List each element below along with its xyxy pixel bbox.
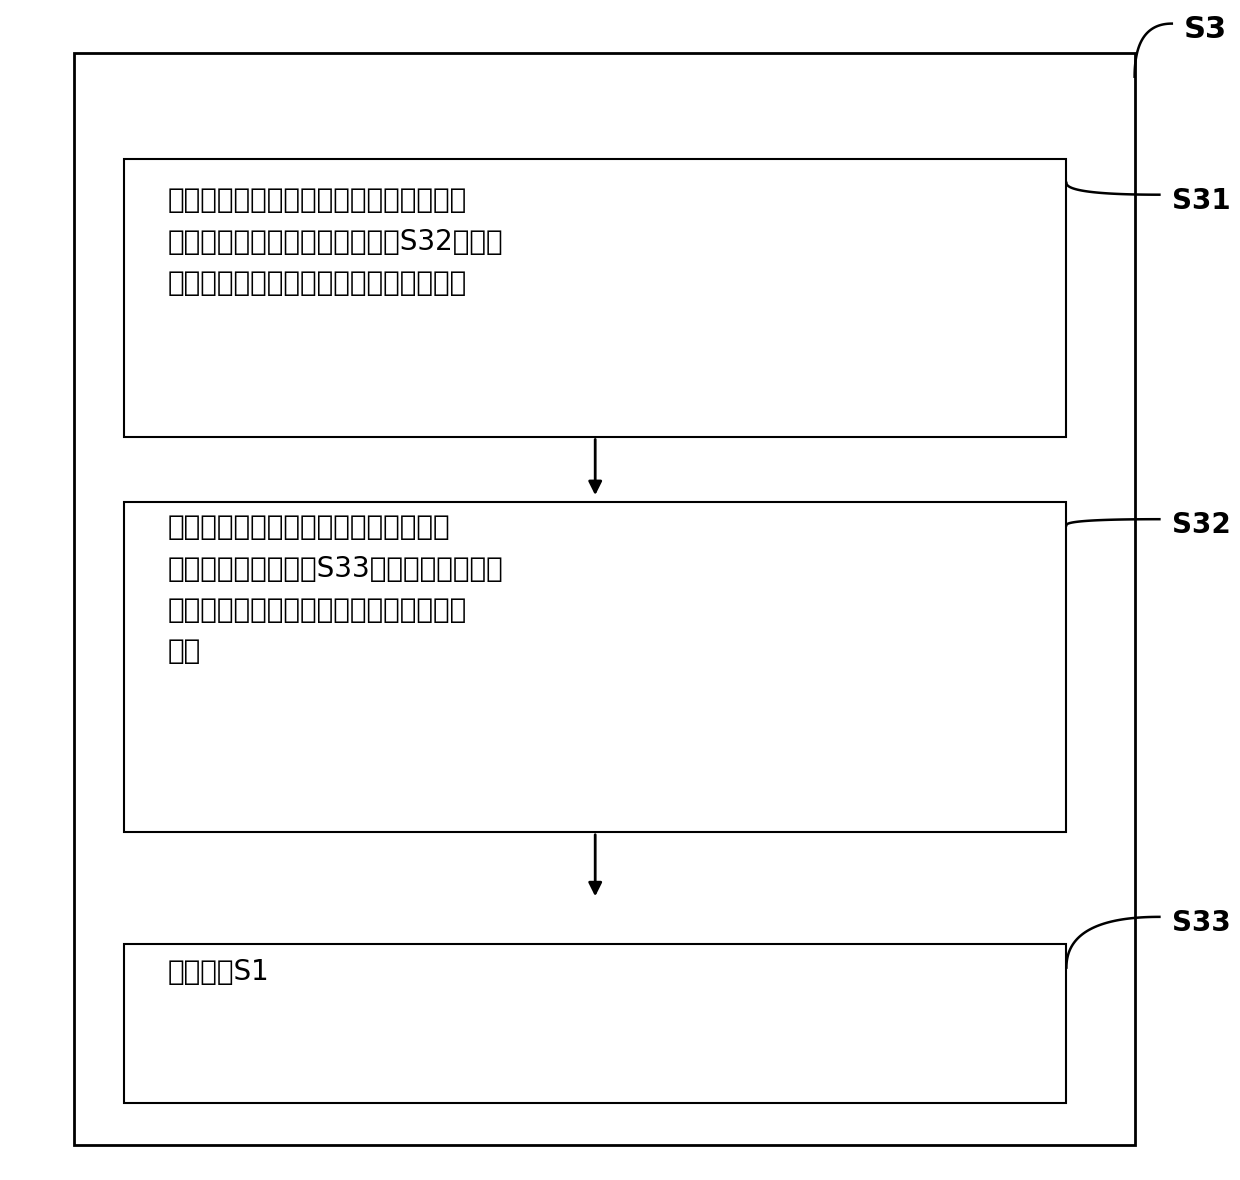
Text: S32: S32 — [1172, 511, 1230, 539]
Text: S31: S31 — [1172, 186, 1230, 215]
Text: 返回步骤S1: 返回步骤S1 — [167, 958, 269, 986]
Text: S3: S3 — [1184, 15, 1228, 44]
Text: S33: S33 — [1172, 909, 1230, 937]
Bar — [124, 159, 1066, 437]
Bar — [74, 53, 1135, 1145]
Bar — [124, 944, 1066, 1103]
Text: 在所述网络模型中搜索所述出发地和目的
地对应的节点，若有则进入步骤S32；若没
有，则在所述网络模型中建立相应的节点: 在所述网络模型中搜索所述出发地和目的 地对应的节点，若有则进入步骤S32；若没 … — [167, 186, 503, 297]
Text: 搜索对应节点是否存在所述运输关联信
息，若有则进入步骤S33；若没有，则依据
所述运输关联信息来建立对应节点的运输
关系: 搜索对应节点是否存在所述运输关联信 息，若有则进入步骤S33；若没有，则依据 所… — [167, 513, 503, 664]
Bar — [124, 502, 1066, 832]
